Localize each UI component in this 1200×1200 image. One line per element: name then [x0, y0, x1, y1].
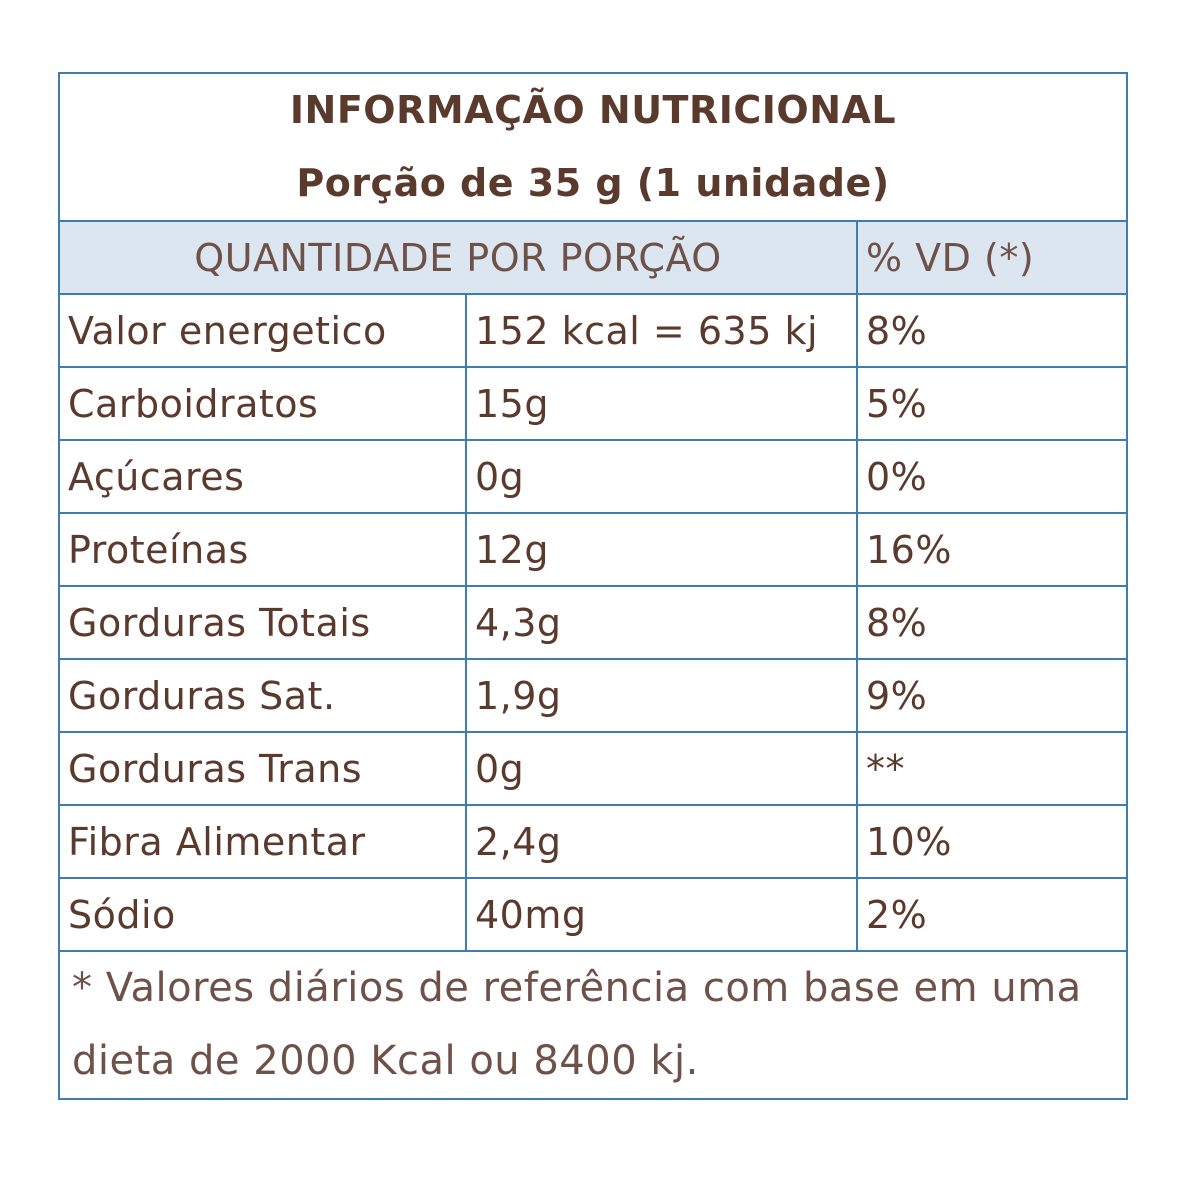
- nutrient-name: Valor energetico: [58, 293, 467, 368]
- nutrient-amount: 40mg: [465, 877, 858, 952]
- nutrient-dv: 0%: [855, 439, 1129, 514]
- nutrient-name: Carboidratos: [58, 366, 467, 441]
- nutrient-amount: 0g: [465, 439, 858, 514]
- nutrient-amount: 152 kcal = 635 kj: [465, 293, 858, 368]
- footnote-row: * Valores diários de referência com base…: [57, 950, 1129, 1100]
- nutrient-name: Açúcares: [58, 439, 467, 514]
- nutrient-dv: 8%: [855, 293, 1129, 368]
- footnote: * Valores diários de referência com base…: [57, 950, 1129, 1100]
- title-row: INFORMAÇÃO NUTRICIONAL Porção de 35 g (1…: [57, 72, 1129, 222]
- table-row: Sódio 40mg 2%: [58, 877, 1129, 952]
- table-title: INFORMAÇÃO NUTRICIONAL: [289, 88, 897, 132]
- nutrient-dv: 16%: [855, 512, 1129, 587]
- nutrient-name: Gorduras Totais: [58, 585, 467, 660]
- nutrient-dv: 5%: [855, 366, 1129, 441]
- table-row: Valor energetico 152 kcal = 635 kj 8%: [58, 293, 1129, 368]
- nutrient-name: Sódio: [58, 877, 467, 952]
- title-cell: INFORMAÇÃO NUTRICIONAL Porção de 35 g (1…: [57, 72, 1129, 222]
- nutrient-dv: **: [855, 731, 1129, 806]
- nutrition-facts-table: INFORMAÇÃO NUTRICIONAL Porção de 35 g (1…: [57, 72, 1129, 1100]
- nutrient-name: Gorduras Sat.: [58, 658, 467, 733]
- table-row: Proteínas 12g 16%: [58, 512, 1129, 587]
- portion-size: Porção de 35 g (1 unidade): [296, 161, 890, 205]
- table-row: Gorduras Totais 4,3g 8%: [58, 585, 1129, 660]
- nutrient-dv: 9%: [855, 658, 1129, 733]
- nutrient-amount: 12g: [465, 512, 858, 587]
- nutrient-amount: 15g: [465, 366, 858, 441]
- nutrient-name: Fibra Alimentar: [58, 804, 467, 879]
- table-row: Carboidratos 15g 5%: [58, 366, 1129, 441]
- table-row: Açúcares 0g 0%: [58, 439, 1129, 514]
- dv-header: % VD (*): [855, 220, 1129, 295]
- table-row: Gorduras Trans 0g **: [58, 731, 1129, 806]
- quantity-header: QUANTIDADE POR PORÇÃO: [58, 220, 858, 295]
- nutrient-dv: 10%: [855, 804, 1129, 879]
- column-header-row: QUANTIDADE POR PORÇÃO % VD (*): [58, 220, 1129, 295]
- nutrient-name: Proteínas: [58, 512, 467, 587]
- nutrient-amount: 2,4g: [465, 804, 858, 879]
- nutrient-amount: 1,9g: [465, 658, 858, 733]
- nutrient-amount: 0g: [465, 731, 858, 806]
- nutrient-amount: 4,3g: [465, 585, 858, 660]
- table-row: Gorduras Sat. 1,9g 9%: [58, 658, 1129, 733]
- nutrient-dv: 2%: [855, 877, 1129, 952]
- nutrient-dv: 8%: [855, 585, 1129, 660]
- nutrient-name: Gorduras Trans: [58, 731, 467, 806]
- table-row: Fibra Alimentar 2,4g 10%: [58, 804, 1129, 879]
